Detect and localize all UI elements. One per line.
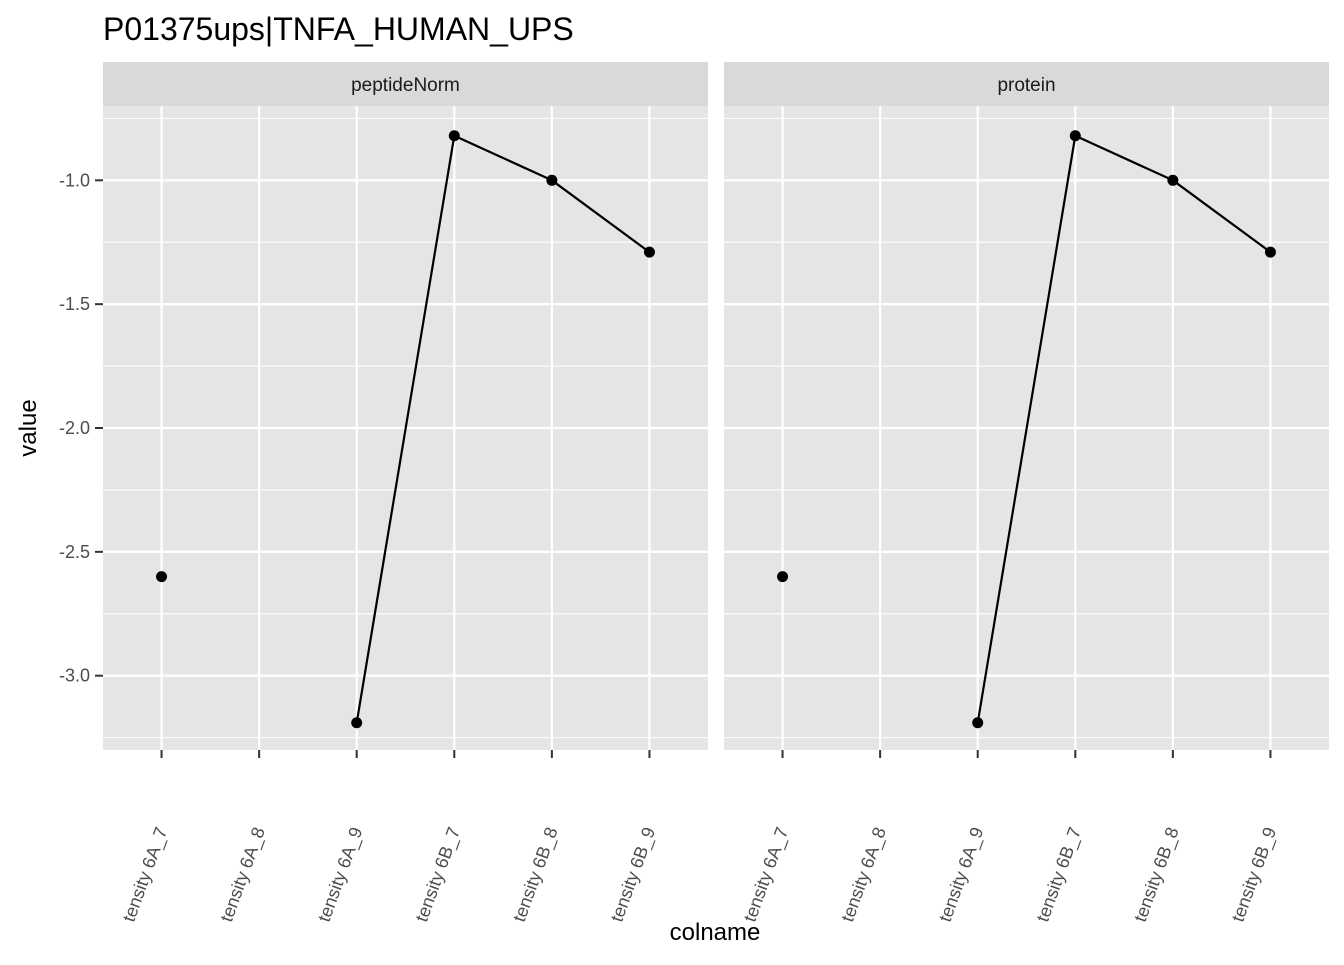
y-tick-label: -3.0 [59, 666, 90, 686]
chart-title: P01375ups|TNFA_HUMAN_UPS [103, 11, 574, 47]
x-tick-label: tensity 6B_7 [411, 825, 465, 925]
series-line-segment [1172, 179, 1272, 254]
x-tick-label: tensity 6A_8 [216, 825, 270, 925]
series-line-segment [976, 135, 1077, 723]
series-line-segment [551, 179, 651, 254]
facet-strip-label: peptideNorm [351, 75, 460, 96]
x-axis-title: colname [670, 919, 761, 946]
series-line-segment [453, 134, 553, 182]
facet-strip-label: protein [997, 75, 1055, 96]
y-tick-label: -1.5 [59, 294, 90, 314]
x-tick-label: tensity 6A_7 [740, 825, 794, 925]
data-point [156, 571, 168, 583]
x-tick-label: tensity 6B_8 [509, 825, 563, 925]
x-tick-label: tensity 6B_7 [1032, 825, 1086, 925]
x-tick-label: tensity 6B_9 [1228, 825, 1282, 925]
data-point [777, 571, 789, 583]
series-line-segment [1074, 134, 1174, 182]
data-point [448, 130, 460, 142]
facet-strip [103, 62, 708, 106]
data-point [1264, 246, 1276, 258]
data-point [972, 717, 984, 729]
facet-panel-peptideNorm: peptideNorm tensity 6A_7 tensity 6A_8 tensi… [103, 62, 708, 925]
y-tick-label: -2.0 [59, 418, 90, 438]
facet-panel-protein: protein tensity 6A_7 tensity 6A_8 tensity 6… [724, 62, 1329, 925]
facet-strip [724, 62, 1329, 106]
y-tick-label: -2.5 [59, 542, 90, 562]
data-point [1069, 130, 1081, 142]
x-tick-label: tensity 6A_9 [935, 825, 989, 925]
data-point [546, 174, 558, 186]
x-tick-label: tensity 6B_9 [607, 825, 661, 925]
data-point [1167, 174, 1179, 186]
x-tick-label: tensity 6A_8 [837, 825, 891, 925]
y-axis-title: value [15, 399, 42, 456]
x-tick-label: tensity 6A_7 [119, 825, 173, 925]
x-tick-label: tensity 6A_9 [314, 825, 368, 925]
plot-area: peptideNorm tensity 6A_7 tensity 6A_8 tensi… [59, 62, 1329, 925]
data-point [351, 717, 363, 729]
y-tick-label: -1.0 [59, 170, 90, 190]
x-tick-label: tensity 6B_8 [1130, 825, 1184, 925]
data-point [643, 246, 655, 258]
series-line-segment [355, 135, 456, 723]
